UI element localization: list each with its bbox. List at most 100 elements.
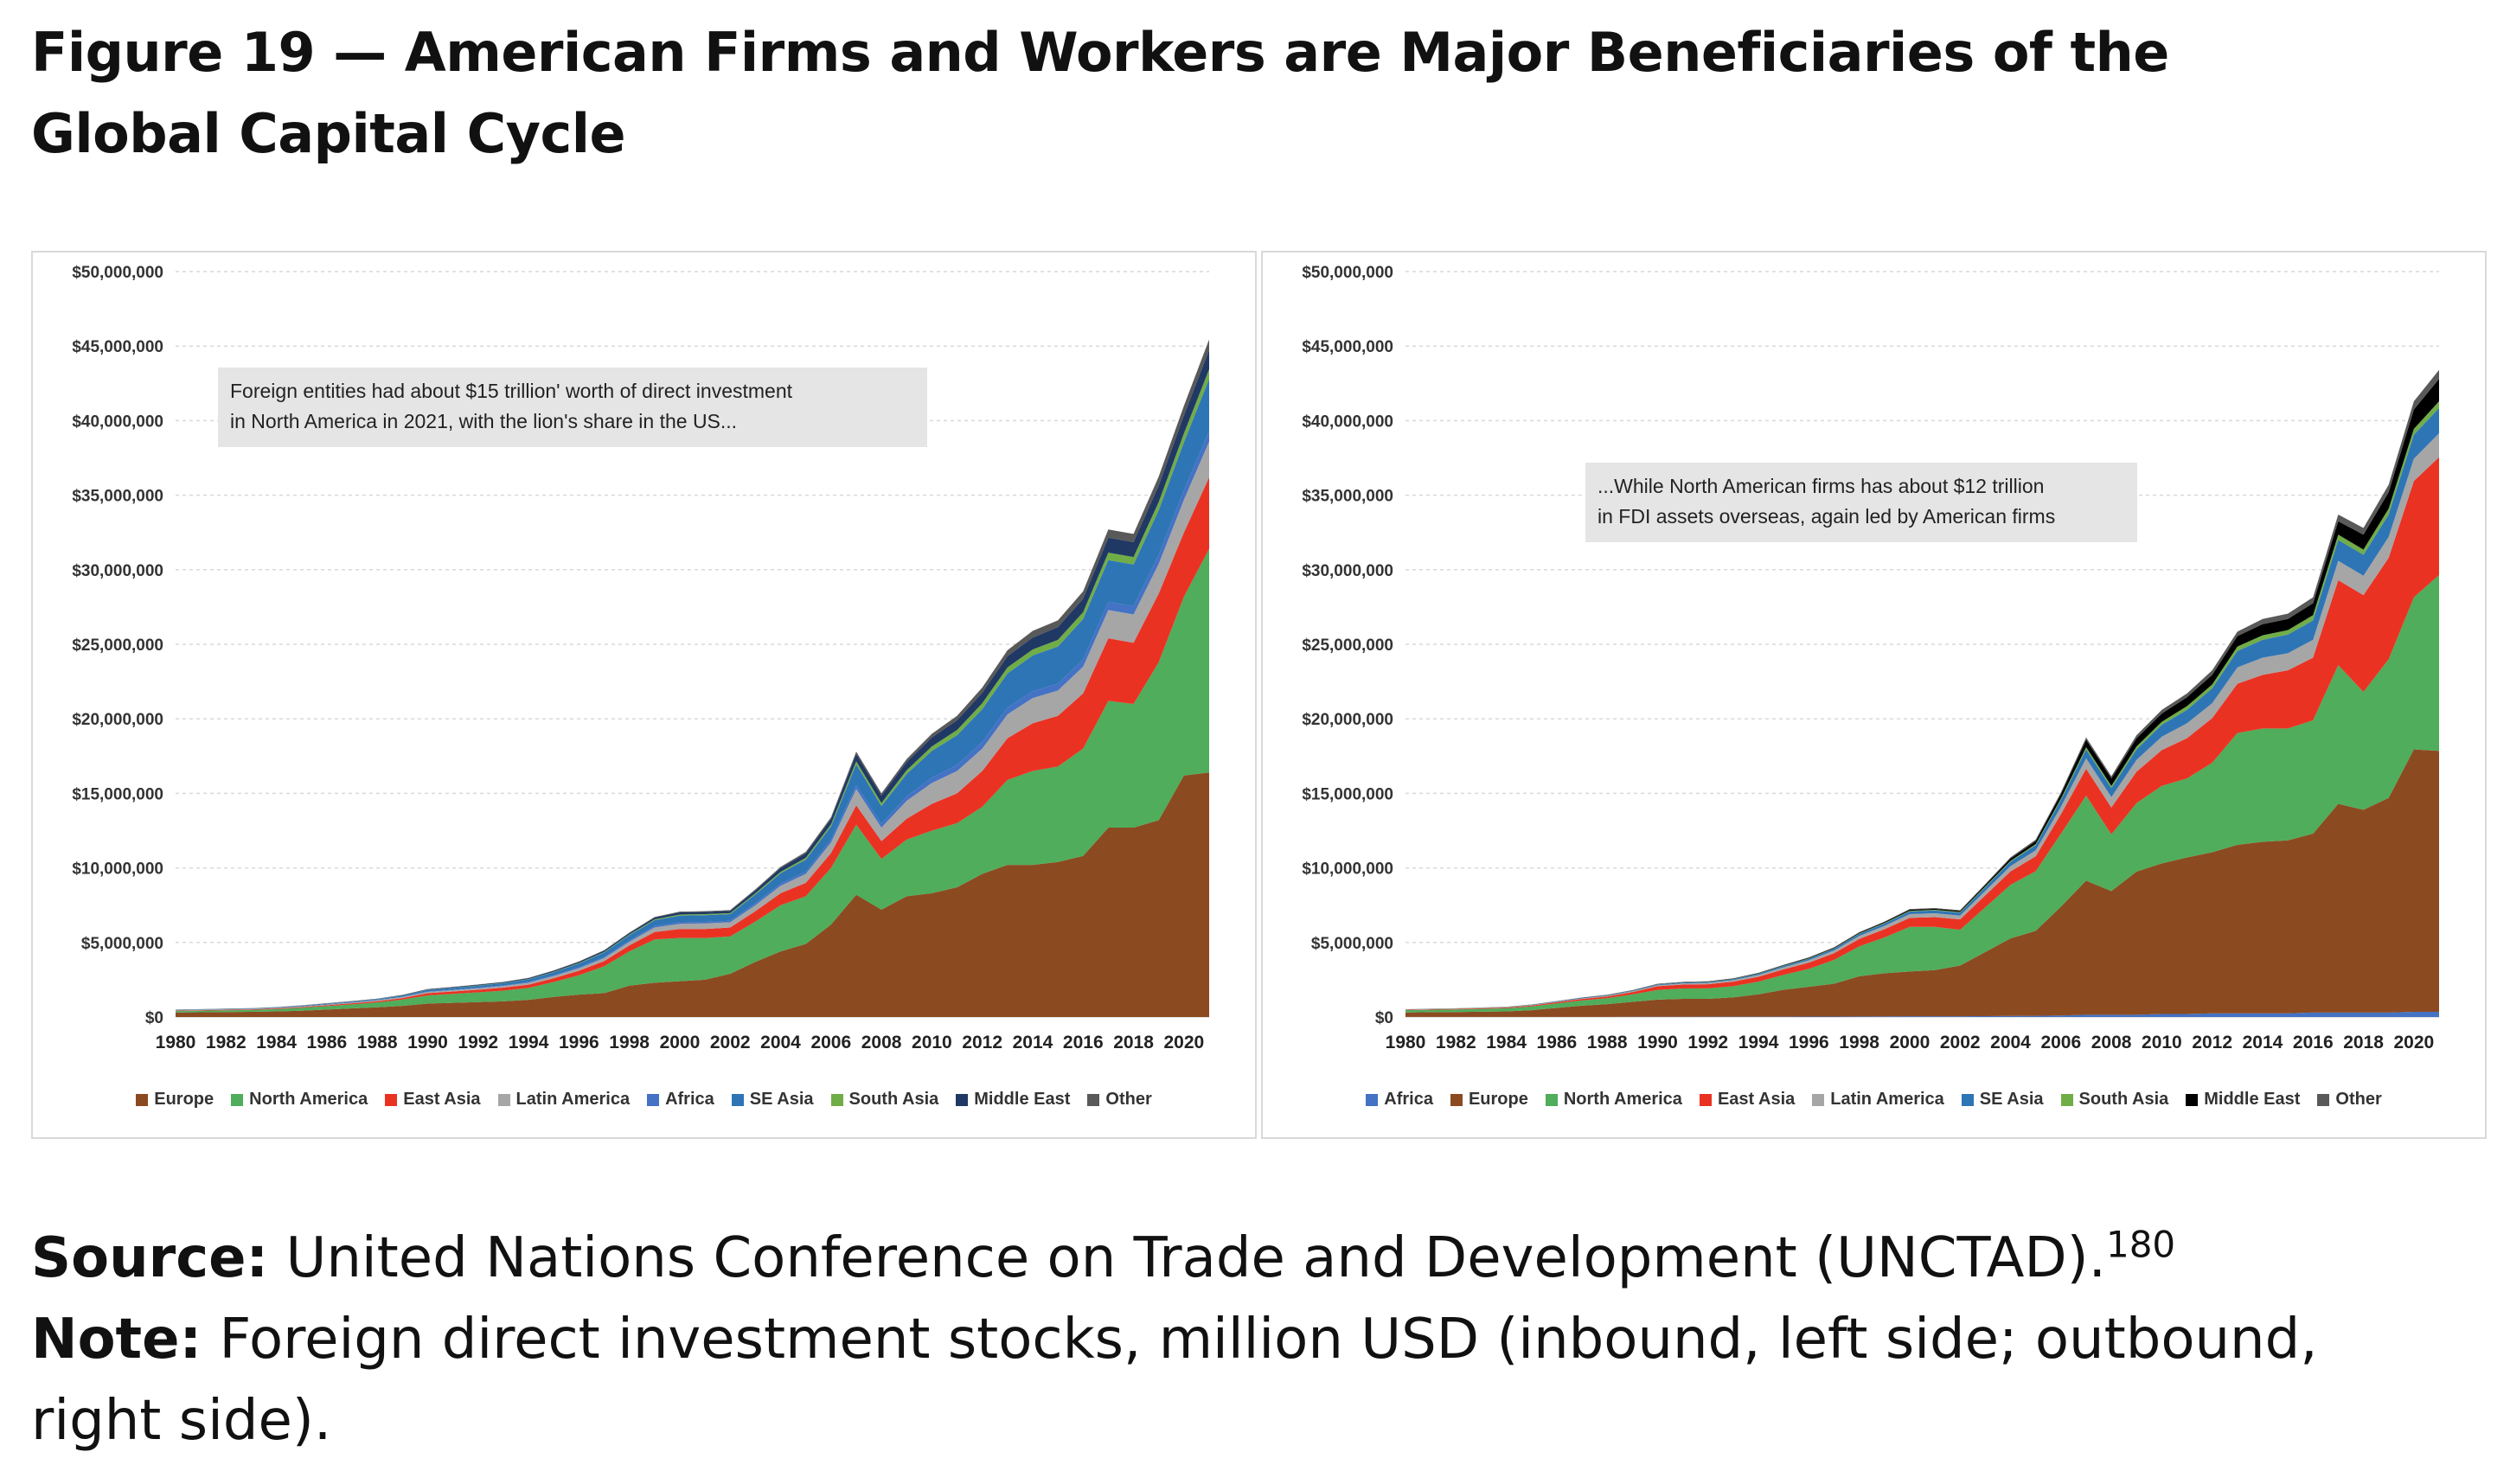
legend-label: Africa: [665, 1090, 714, 1109]
legend-label: Europe: [154, 1090, 215, 1109]
source-line: Source: United Nations Conference on Tra…: [31, 1218, 2453, 1299]
legend-swatch: [1812, 1093, 1825, 1106]
chart-panel-outbound: $0 $5,000,000 $10,000,000 $15,000,000 $20,00…: [1261, 251, 2487, 1139]
legend-swatch: [1545, 1093, 1558, 1106]
legend-item-latin-america: Latin America: [1812, 1090, 1944, 1110]
source-text: United Nations Conference on Trade and D…: [268, 1226, 2106, 1290]
figure-footer: Source: United Nations Conference on Tra…: [31, 1218, 2453, 1462]
legend-swatch: [136, 1093, 149, 1106]
y-tick-label: $35,000,000: [1302, 488, 1393, 506]
legend-label: Other: [2335, 1090, 2382, 1109]
legend-label: South Asia: [2078, 1090, 2169, 1109]
x-tick-label: 2014: [2243, 1033, 2283, 1052]
legend-swatch: [2060, 1093, 2073, 1106]
y-tick-label: $50,000,000: [72, 264, 163, 282]
chart-outbound: $0 $5,000,000 $10,000,000 $15,000,000 $20,00…: [1302, 264, 2439, 1052]
x-tick-label: 1984: [1486, 1033, 1527, 1052]
legend-item-africa: Africa: [1366, 1090, 1433, 1110]
legend-item-europe: Europe: [1450, 1090, 1528, 1110]
area-europe: [1405, 749, 2439, 1017]
x-tick-label: 2008: [861, 1033, 902, 1052]
x-tick-label: 2012: [962, 1033, 1002, 1052]
legend-label: Middle East: [974, 1090, 1071, 1109]
legend-swatch: [497, 1093, 510, 1106]
note-label: Note:: [31, 1308, 202, 1372]
y-tick-label: $20,000,000: [72, 711, 163, 729]
x-tick-label: 1994: [509, 1033, 549, 1052]
legend-item-middle-east: Middle East: [956, 1090, 1070, 1110]
annotation-inbound: Foreign entities had about $15 trillion'…: [218, 368, 927, 447]
x-tick-label: 2006: [810, 1033, 851, 1052]
x-tick-label: 2010: [2142, 1033, 2182, 1052]
legend-outbound: Africa Europe North America East Asia Latin …: [1263, 1090, 2485, 1110]
y-tick-label: $15,000,000: [1302, 785, 1393, 803]
x-tick-label: 2010: [912, 1033, 952, 1052]
area-europe: [176, 772, 1209, 1017]
legend-label: Middle East: [2204, 1090, 2301, 1109]
x-tick-label: 2008: [2091, 1033, 2132, 1052]
legend-label: Other: [1105, 1090, 1152, 1109]
annotation-inbound-line2: in North America in 2021, with the lion'…: [230, 410, 738, 432]
x-tick-label: 1982: [206, 1033, 247, 1052]
legend-item-south-asia: South Asia: [830, 1090, 939, 1110]
y-tick-label: $40,000,000: [1302, 413, 1393, 431]
x-tick-label: 2020: [1163, 1033, 1204, 1052]
legend-swatch: [1366, 1093, 1379, 1106]
y-tick-label: $30,000,000: [72, 562, 163, 580]
legend-label: South Asia: [848, 1090, 939, 1109]
x-tick-label: 1982: [1436, 1033, 1476, 1052]
legend-label: North America: [1563, 1090, 1682, 1109]
legend-label: East Asia: [403, 1090, 481, 1109]
area-north-america: [1405, 574, 2439, 1013]
legend-item-east-asia: East Asia: [385, 1090, 481, 1110]
area-africa: [176, 431, 1209, 1011]
x-tick-label: 2000: [1890, 1033, 1931, 1052]
x-tick-label: 2016: [1063, 1033, 1104, 1052]
x-tick-label: 1980: [156, 1033, 196, 1052]
legend-swatch: [956, 1093, 969, 1106]
legend-swatch: [231, 1093, 244, 1106]
legend-swatch: [731, 1093, 744, 1106]
y-tick-label: $25,000,000: [1302, 636, 1393, 655]
legend-swatch: [1450, 1093, 1463, 1106]
x-tick-label: 2014: [1013, 1033, 1053, 1052]
legend-item-se-asia: SE Asia: [731, 1090, 814, 1110]
y-tick-label: $45,000,000: [72, 338, 163, 356]
x-tick-label: 1998: [1839, 1033, 1879, 1052]
legend-inbound: Europe North America East Asia Latin Americ…: [33, 1090, 1255, 1110]
legend-item-other: Other: [2317, 1090, 2382, 1110]
x-tick-label: 1988: [1587, 1033, 1628, 1052]
x-tick-label: 2006: [2040, 1033, 2081, 1052]
y-tick-label: $20,000,000: [1302, 711, 1393, 729]
x-tick-label: 2002: [1940, 1033, 1981, 1052]
legend-item-other: Other: [1087, 1090, 1152, 1110]
x-tick-label: 1990: [407, 1033, 448, 1052]
area-se-asia: [176, 379, 1209, 1011]
chart-panel-inbound: $0 $5,000,000 $10,000,000 $15,000,000 $20,00…: [31, 251, 1257, 1139]
legend-swatch: [1087, 1093, 1100, 1106]
legend-item-north-america: North America: [231, 1090, 368, 1110]
x-tick-label: 2002: [710, 1033, 751, 1052]
x-tick-label: 1986: [1537, 1033, 1578, 1052]
x-tick-label: 1994: [1738, 1033, 1779, 1052]
y-tick-label: $45,000,000: [1302, 338, 1393, 356]
annotation-outbound: ...While North American firms has about …: [1585, 463, 2137, 542]
y-tick-label: $10,000,000: [72, 860, 163, 879]
legend-label: SE Asia: [1979, 1090, 2044, 1109]
source-label: Source:: [31, 1226, 269, 1290]
legend-swatch: [1961, 1093, 1974, 1106]
legend-label: Latin America: [1830, 1090, 1944, 1109]
legend-swatch: [2186, 1093, 2199, 1106]
legend-item-east-asia: East Asia: [1699, 1090, 1795, 1110]
x-tick-label: 2016: [2293, 1033, 2334, 1052]
x-tick-label: 2018: [2343, 1033, 2384, 1052]
y-tick-label: $5,000,000: [81, 935, 163, 953]
y-tick-label: $30,000,000: [1302, 562, 1393, 580]
legend-label: Africa: [1384, 1090, 1433, 1109]
legend-label: Latin America: [515, 1090, 631, 1109]
annotation-outbound-line1: ...While North American firms has about …: [1598, 475, 2045, 497]
note-line: Note: Foreign direct investment stocks, …: [31, 1299, 2453, 1462]
x-tick-label: 1980: [1386, 1033, 1426, 1052]
x-tick-label: 2012: [2192, 1033, 2232, 1052]
legend-item-middle-east: Middle East: [2186, 1090, 2300, 1110]
